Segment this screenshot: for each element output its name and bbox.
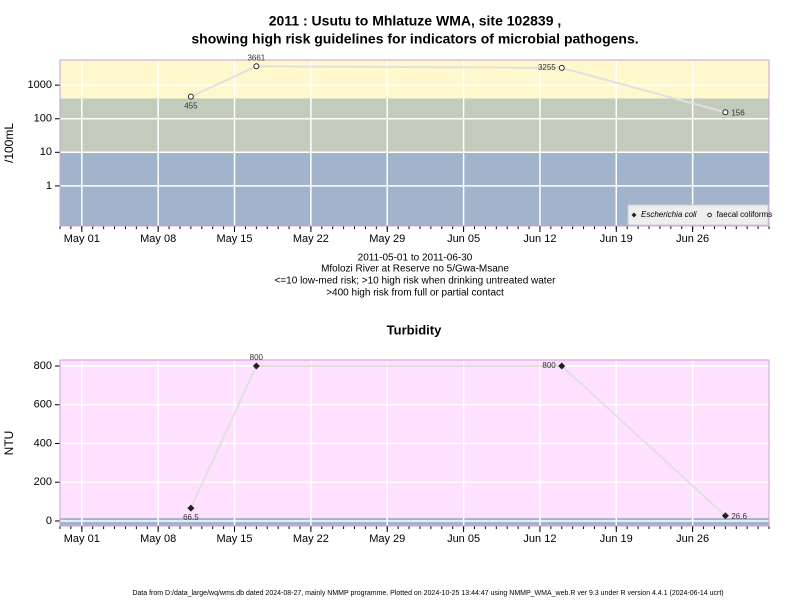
risk-band — [60, 60, 769, 99]
risk-band — [60, 98, 769, 153]
point — [721, 512, 729, 520]
plot-border — [59, 359, 770, 527]
x-tick-label: Jun 12 — [523, 533, 556, 545]
data-label: 66.5 — [183, 513, 199, 522]
subtitle: 2011-05-01 to 2011-06-30 — [358, 253, 473, 264]
point — [253, 63, 260, 70]
point — [558, 64, 565, 71]
chart-title: 2011 : Usutu to Mhlatuze WMA, site 10283… — [269, 13, 562, 29]
x-tick-label: Jun 19 — [600, 533, 633, 545]
point — [558, 362, 566, 370]
subtitle: Mfolozi River at Reserve no 5/Gwa-Msane — [321, 264, 509, 275]
y-tick-label: 200 — [34, 476, 52, 488]
x-tick-label: May 29 — [369, 233, 405, 245]
plot-border — [59, 59, 770, 227]
data-label: 800 — [542, 361, 556, 370]
data-label: 156 — [731, 108, 745, 117]
x-tick-label: Jun 05 — [447, 533, 480, 545]
series-line — [190, 65, 726, 114]
data-label: 3661 — [247, 53, 265, 62]
x-tick-label: May 01 — [64, 533, 100, 545]
y-tick-label: 600 — [34, 399, 52, 411]
series-line — [189, 365, 727, 517]
point — [187, 93, 194, 100]
legend-box — [627, 204, 769, 226]
x-tick-label: May 15 — [216, 233, 252, 245]
x-tick-label: Jun 05 — [447, 233, 480, 245]
point — [252, 362, 260, 370]
subtitle: <=10 low-med risk; >10 high risk when dr… — [275, 276, 557, 287]
y-tick-label: 800 — [34, 360, 52, 372]
chart-title: Turbidity — [387, 322, 442, 337]
y-tick-label: 0 — [46, 515, 52, 527]
x-tick-label: Jun 19 — [600, 233, 633, 245]
legend-marker — [631, 212, 637, 218]
y-axis-label: NTU — [2, 431, 16, 456]
legend-label: Escherichia coli — [641, 210, 697, 219]
x-tick-label: May 08 — [140, 233, 176, 245]
x-tick-label: May 15 — [216, 533, 252, 545]
y-axis-label: /100mL — [2, 123, 16, 163]
x-tick-label: Jun 26 — [676, 233, 709, 245]
data-label: 800 — [250, 353, 264, 362]
x-tick-label: May 22 — [293, 533, 329, 545]
x-tick-label: May 29 — [369, 533, 405, 545]
y-tick-label: 400 — [34, 437, 52, 449]
risk-band — [60, 360, 769, 519]
chart-title: showing high risk guidelines for indicat… — [191, 31, 638, 47]
y-tick-label: 1000 — [28, 79, 52, 91]
legend-label: faecal coliforms — [717, 210, 773, 219]
x-tick-label: Jun 12 — [523, 233, 556, 245]
y-tick-label: 10 — [40, 146, 52, 158]
data-label: 26.6 — [731, 512, 747, 521]
point — [187, 504, 195, 512]
y-tick-label: 1 — [46, 180, 52, 192]
x-tick-label: May 08 — [140, 533, 176, 545]
risk-band — [60, 518, 769, 526]
point — [722, 109, 729, 116]
footer: Data from D:/data_large/wq/wms.db dated … — [132, 590, 723, 597]
x-tick-label: Jun 26 — [676, 533, 709, 545]
legend-marker — [707, 212, 712, 218]
data-label: 455 — [184, 102, 198, 111]
x-tick-label: May 01 — [64, 233, 100, 245]
data-label: 3255 — [538, 63, 556, 72]
subtitle: >400 high risk from full or partial cont… — [326, 288, 504, 299]
y-tick-label: 100 — [34, 113, 52, 125]
x-tick-label: May 22 — [293, 233, 329, 245]
